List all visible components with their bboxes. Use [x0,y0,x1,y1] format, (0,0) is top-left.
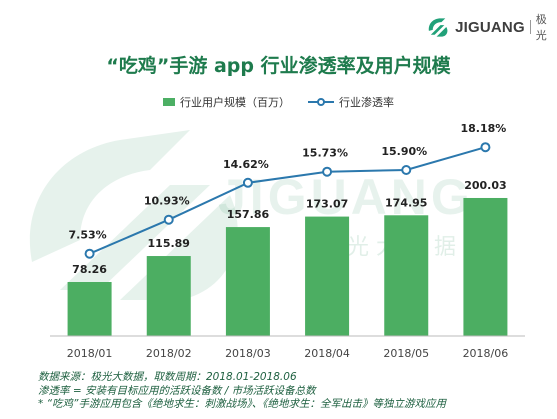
note-scope: * “吃鸡”手游应用包含《绝地求生：刺激战场》、《绝地求生：全军出击》等独立游戏… [38,398,446,410]
legend-item-bar: 行业用户规模（百万） [163,94,290,110]
line-point-2018/06 [480,142,491,153]
bar-label-2018/03: 157.86 [227,208,270,221]
line-label-2018/03: 14.62% [223,158,269,171]
x-tick-2018/03: 2018/03 [225,347,271,360]
bar-2018/05 [384,215,429,336]
bar-label-2018/01: 78.26 [72,263,107,276]
line-point-2018/04 [322,166,333,177]
line-point-2018/05 [401,165,412,175]
x-tick-2018/01: 2018/01 [67,347,113,360]
line-label-2018/06: 18.18% [461,122,507,135]
bar-2018/01 [67,282,112,336]
chart-title: “吃鸡”手游 app 行业渗透率及用户规模 [106,55,451,77]
legend-line-swatch [308,98,334,106]
brand-logo: JIGUANG 极光 [426,13,557,42]
bar-2018/04 [305,216,350,336]
note-definition: 渗透率 = 安装有目标应用的活跃设备数 / 市场活跃设备总数 [38,384,316,397]
line-point-2018/01 [84,248,95,259]
jiguang-logo-icon [428,18,448,37]
x-tick-2018/04: 2018/04 [304,347,350,360]
bar-2018/06 [463,197,508,336]
line-label-2018/04: 15.73% [302,147,348,160]
bar-2018/03 [225,227,270,336]
x-tick-2018/06: 2018/06 [463,347,509,360]
brand-divider [529,20,531,34]
line-label-2018/05: 15.90% [381,145,427,158]
bar-label-2018/05: 174.95 [385,196,427,209]
x-tick-2018/02: 2018/02 [146,347,192,360]
chart-legend: 行业用户规模（百万） 行业渗透率 [0,94,557,110]
line-label-2018/02: 10.93% [144,195,190,208]
x-tick-2018/05: 2018/05 [383,347,429,360]
legend-label-bar: 行业用户规模（百万） [180,96,290,109]
bar-2018/02 [146,256,191,336]
note-source: 数据来源：极光大数据，取数周期：2018.01-2018.06 [38,371,297,383]
legend-bar-swatch [163,98,175,106]
footnotes: 数据来源：极光大数据，取数周期：2018.01-2018.06 渗透率 = 安装… [38,371,446,412]
brand-name-cn: 极光 [535,13,547,42]
bar-label-2018/04: 173.07 [306,198,348,211]
penetration-line [89,146,486,255]
line-point-2018/03 [242,177,253,188]
legend-item-line: 行业渗透率 [308,94,394,110]
bar-label-2018/02: 115.89 [148,237,190,250]
line-point-2018/02 [163,214,174,225]
legend-label-line: 行业渗透率 [339,96,394,109]
line-label-2018/01: 7.53% [68,229,106,242]
bar-label-2018/06: 200.03 [464,179,506,192]
brand-name: JIGUANG [455,18,525,36]
